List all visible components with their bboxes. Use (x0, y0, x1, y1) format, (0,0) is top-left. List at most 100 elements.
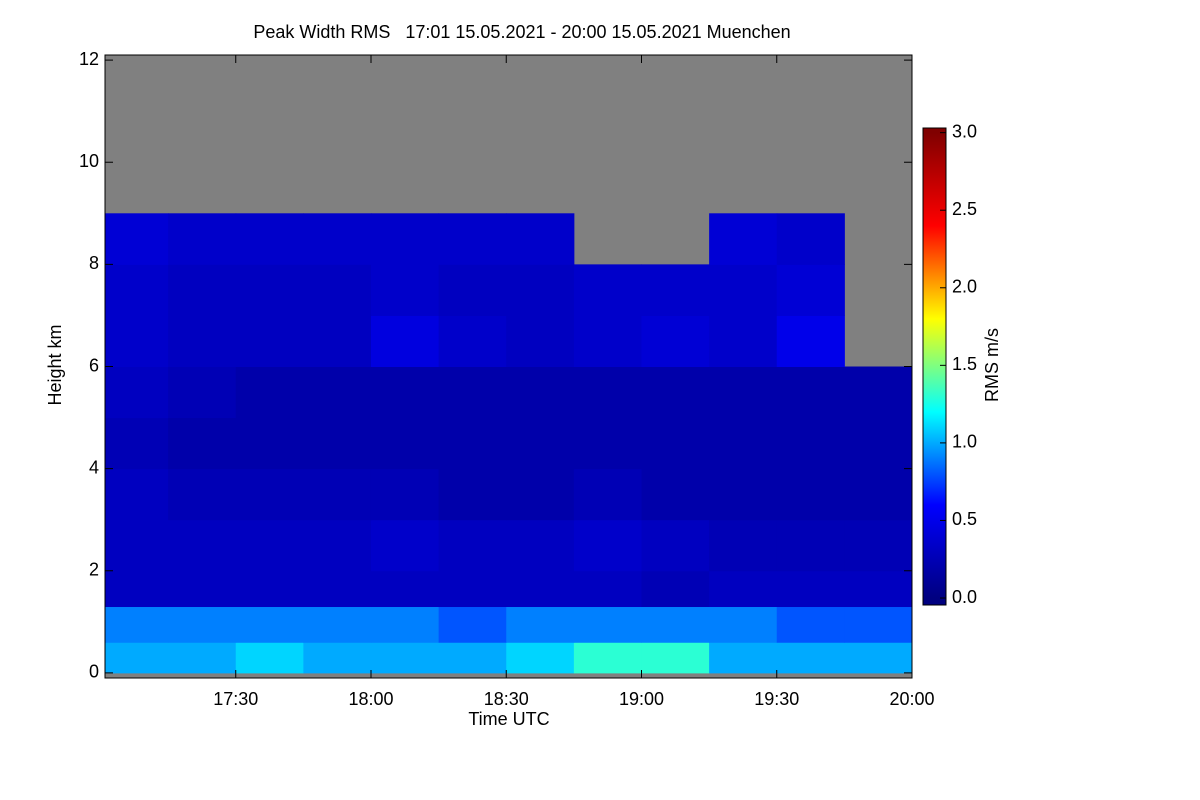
x-axis-label: Time UTC (468, 709, 549, 729)
colorbar-tick-label: 2.0 (952, 277, 977, 297)
heat-cell (506, 366, 575, 419)
heat-cell (438, 264, 507, 316)
heat-cell (438, 315, 507, 367)
colorbar-tick-label: 1.0 (952, 432, 977, 452)
heat-cell (370, 366, 440, 419)
heatmap (105, 213, 913, 674)
colorbar-tick-label: 0.5 (952, 509, 977, 529)
heat-cell (506, 468, 575, 521)
heat-cell (303, 366, 372, 419)
heat-cell (709, 315, 778, 367)
x-tick-label: 17:30 (213, 689, 258, 709)
heat-cell (438, 606, 507, 643)
heat-cell (235, 570, 304, 608)
heat-cell (105, 468, 169, 521)
heat-cell (641, 315, 710, 367)
colorbar-tick-label: 0.0 (952, 587, 977, 607)
x-tick-label: 19:30 (754, 689, 799, 709)
heat-cell (709, 468, 778, 521)
heat-cell (235, 315, 304, 367)
heat-cell (641, 519, 710, 572)
heat-cell (168, 642, 237, 674)
heat-cell (506, 417, 575, 470)
heat-cell (776, 606, 845, 643)
heat-cell (303, 213, 372, 265)
heat-cell (573, 570, 642, 608)
heat-cell (776, 366, 845, 419)
heat-cell (438, 519, 507, 572)
heat-cell (235, 519, 304, 572)
colorbar-tick-label: 3.0 (952, 121, 977, 141)
heat-cell (844, 366, 913, 419)
heat-cell (573, 468, 642, 521)
heat-cell (844, 519, 913, 572)
y-axis-label: Height km (45, 324, 65, 405)
heat-cell (641, 570, 710, 608)
heat-cell (235, 366, 304, 419)
heat-cell (370, 213, 440, 265)
heat-cell (105, 213, 169, 265)
x-tick-label: 20:00 (889, 689, 934, 709)
heat-cell (776, 417, 845, 470)
heat-cell (370, 642, 440, 674)
heat-cell (438, 366, 507, 419)
heat-cell (573, 264, 642, 316)
y-tick-label: 4 (89, 457, 99, 477)
heat-cell (370, 519, 440, 572)
x-tick-label: 18:30 (484, 689, 529, 709)
heat-cell (641, 366, 710, 419)
heat-cell (709, 519, 778, 572)
y-tick-label: 2 (89, 560, 99, 580)
heat-cell (709, 642, 778, 674)
heat-cell (235, 642, 304, 674)
heat-cell (105, 264, 169, 316)
heat-cell (303, 642, 372, 674)
y-tick-label: 10 (79, 151, 99, 171)
heat-cell (168, 315, 237, 367)
heat-cell (168, 606, 237, 643)
heat-cell (168, 213, 237, 265)
heat-cell (168, 264, 237, 316)
heat-cell (235, 606, 304, 643)
heat-cell (709, 606, 778, 643)
heat-cell (235, 468, 304, 521)
heat-cell (709, 213, 778, 265)
y-tick-label: 8 (89, 253, 99, 273)
heat-cell (506, 264, 575, 316)
heat-cell (105, 519, 169, 572)
colorbar (922, 127, 947, 606)
y-tick-label: 12 (79, 49, 99, 69)
y-tick-label: 6 (89, 355, 99, 375)
heat-cell (776, 468, 845, 521)
heat-cell (573, 366, 642, 419)
heat-cell (303, 468, 372, 521)
heat-cell (105, 642, 169, 674)
heat-cell (438, 642, 507, 674)
heat-cell (641, 606, 710, 643)
heat-cell (168, 417, 237, 470)
chart-title: Peak Width RMS 17:01 15.05.2021 - 20:00 … (253, 22, 790, 42)
heat-cell (776, 642, 845, 674)
heat-cell (844, 642, 913, 674)
heat-cell (709, 417, 778, 470)
heat-cell (506, 606, 575, 643)
heat-cell (776, 213, 845, 265)
heat-cell (168, 468, 237, 521)
colorbar-tick-label: 1.5 (952, 354, 977, 374)
heat-cell (709, 570, 778, 608)
heat-cell (844, 417, 913, 470)
heat-cell (709, 264, 778, 316)
heat-cell (506, 570, 575, 608)
heat-cell (641, 417, 710, 470)
heat-cell (303, 264, 372, 316)
heat-cell (438, 468, 507, 521)
heat-cell (370, 417, 440, 470)
colorbar-tick-label: 2.5 (952, 199, 977, 219)
y-tick-label: 0 (89, 662, 99, 682)
heat-cell (105, 417, 169, 470)
heat-cell (303, 519, 372, 572)
heat-cell (506, 315, 575, 367)
heat-cell (573, 642, 642, 674)
heat-cell (370, 315, 440, 367)
